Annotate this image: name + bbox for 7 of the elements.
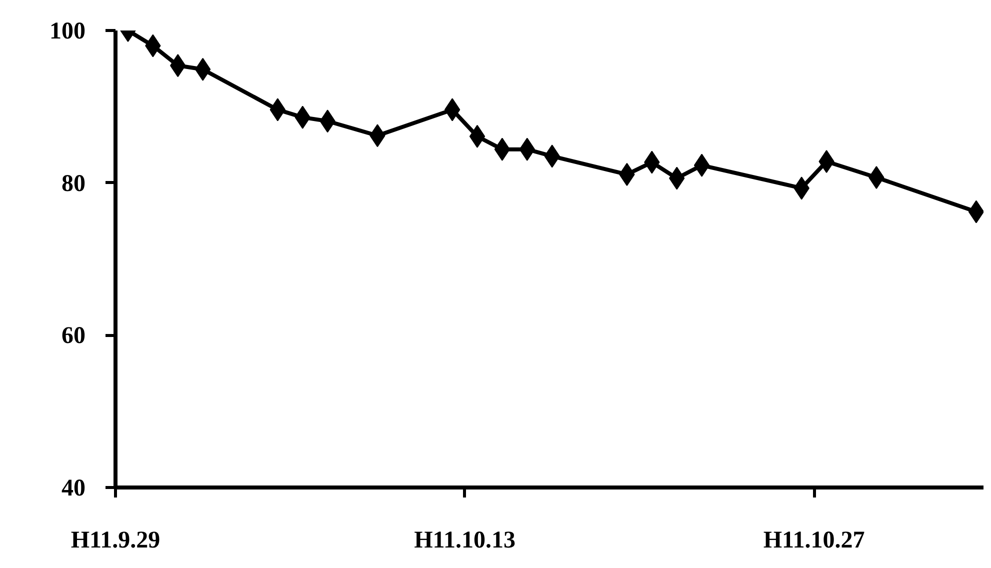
x-tick-label: H11.9.29: [70, 528, 160, 554]
y-tick-label: 80: [62, 170, 86, 197]
y-tick-label: 100: [50, 18, 86, 44]
y-tick-label: 40: [62, 476, 86, 502]
y-tick-label: 60: [62, 323, 86, 350]
x-tick-label: H11.10.27: [763, 528, 865, 554]
x-tick-label: H11.10.13: [414, 528, 516, 554]
